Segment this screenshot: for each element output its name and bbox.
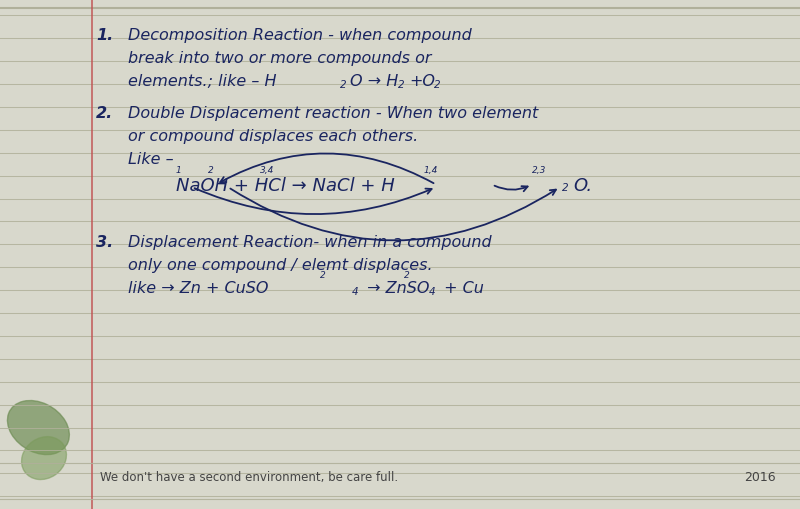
Text: break into two or more compounds or: break into two or more compounds or xyxy=(128,51,431,66)
Text: 2: 2 xyxy=(398,80,405,90)
Text: 2: 2 xyxy=(208,166,214,175)
Text: O → H: O → H xyxy=(350,74,398,89)
Text: 2: 2 xyxy=(434,80,441,90)
Text: 4: 4 xyxy=(429,288,435,297)
Ellipse shape xyxy=(22,437,66,479)
Text: 1: 1 xyxy=(176,166,182,175)
Text: 1,4: 1,4 xyxy=(424,166,438,175)
Text: 3,4: 3,4 xyxy=(260,166,274,175)
Text: 2016: 2016 xyxy=(744,471,776,484)
Text: 2: 2 xyxy=(562,184,568,193)
Text: or compound displaces each others.: or compound displaces each others. xyxy=(128,129,418,144)
Text: We don't have a second environment, be care full.: We don't have a second environment, be c… xyxy=(100,471,398,484)
Text: O.: O. xyxy=(573,177,592,195)
Text: Like –: Like – xyxy=(128,152,174,166)
Text: NaOH + HCl → NaCl + H: NaOH + HCl → NaCl + H xyxy=(176,177,394,195)
Text: 4: 4 xyxy=(352,288,358,297)
Text: Displacement Reaction- when in a compound: Displacement Reaction- when in a compoun… xyxy=(128,236,492,250)
Ellipse shape xyxy=(7,401,70,455)
Text: elements.; like – H: elements.; like – H xyxy=(128,74,277,89)
Text: like → Zn + CuSO: like → Zn + CuSO xyxy=(128,281,269,296)
Text: Decomposition Reaction - when compound: Decomposition Reaction - when compound xyxy=(128,28,472,43)
Text: → ZnSO: → ZnSO xyxy=(362,281,430,296)
Text: 2.: 2. xyxy=(96,106,114,121)
Text: 2: 2 xyxy=(320,271,326,280)
Text: only one compound / elemt displaces.: only one compound / elemt displaces. xyxy=(128,259,433,273)
Text: 2: 2 xyxy=(404,271,410,280)
Text: + Cu: + Cu xyxy=(439,281,484,296)
Text: 2: 2 xyxy=(340,80,346,90)
Text: 3.: 3. xyxy=(96,236,114,250)
Text: 1.: 1. xyxy=(96,28,114,43)
Text: 2,3: 2,3 xyxy=(532,166,546,175)
Text: Double Displacement reaction - When two element: Double Displacement reaction - When two … xyxy=(128,106,538,121)
Text: +O: +O xyxy=(409,74,435,89)
